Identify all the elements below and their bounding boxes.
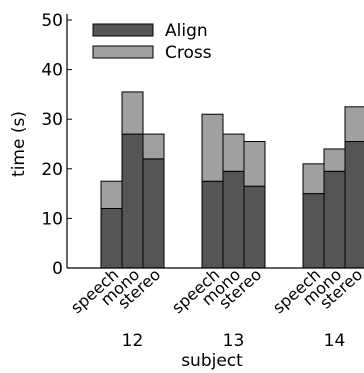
bar-cross-12-speech [100, 180, 123, 209]
bar-cross-12-mono [121, 91, 144, 135]
y-axis-label: time (s) [9, 111, 29, 177]
bar-cross-12-stereo [142, 133, 165, 160]
bars-layer [100, 91, 364, 269]
bar-align-14-mono [323, 170, 346, 269]
bar-cross-14-stereo [344, 106, 364, 143]
y-tick-label-50: 50 [41, 11, 63, 31]
legend-swatch-cross [92, 45, 154, 59]
group-label-12: 12 [122, 331, 144, 351]
bar-align-14-stereo [344, 141, 364, 269]
bar-cross-13-speech [201, 113, 224, 182]
group-label-13: 13 [223, 331, 245, 351]
bar-align-14-speech [302, 193, 325, 269]
x-axis-label: subject [181, 351, 243, 371]
bar-align-13-mono [222, 170, 245, 269]
bar-align-12-speech [100, 207, 123, 269]
y-tick-label-20: 20 [41, 160, 63, 180]
bar-align-13-speech [201, 180, 224, 269]
y-tick-label-10: 10 [41, 209, 63, 229]
legend-label-align: Align [165, 21, 208, 41]
group-label-14: 14 [324, 331, 346, 351]
bar-cross-14-speech [302, 163, 325, 195]
legend-swatch-align [92, 23, 154, 37]
bar-cross-13-stereo [243, 141, 266, 187]
bar-align-13-stereo [243, 185, 266, 269]
y-tick-label-30: 30 [41, 110, 63, 130]
bar-align-12-mono [121, 133, 144, 269]
bar-cross-13-mono [222, 133, 245, 172]
bar-cross-14-mono [323, 148, 346, 172]
y-tick-label-40: 40 [41, 61, 63, 81]
y-tick-label-0: 0 [52, 259, 63, 279]
bar-align-12-stereo [142, 158, 165, 269]
axes-layer [66, 14, 364, 269]
legend-label-cross: Cross [165, 43, 212, 63]
